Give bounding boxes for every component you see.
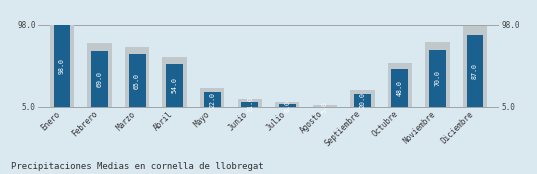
Bar	[241, 102, 258, 107]
Bar	[391, 69, 408, 107]
Bar	[204, 92, 221, 107]
Text: 5.0: 5.0	[501, 102, 515, 112]
Bar	[275, 102, 300, 107]
Bar	[88, 43, 112, 107]
Bar	[50, 25, 74, 107]
Bar	[125, 47, 149, 107]
Bar	[129, 54, 146, 107]
Bar	[463, 26, 487, 107]
Text: 98.0: 98.0	[59, 58, 65, 74]
Bar	[354, 94, 371, 107]
Bar	[166, 64, 183, 107]
Text: 5.0: 5.0	[322, 101, 328, 113]
Text: 70.0: 70.0	[434, 70, 440, 86]
Text: 22.0: 22.0	[209, 92, 215, 108]
Text: 48.0: 48.0	[397, 80, 403, 96]
Bar	[425, 42, 449, 107]
Text: 87.0: 87.0	[472, 63, 478, 79]
Text: Precipitaciones Medias en cornella de llobregat: Precipitaciones Medias en cornella de ll…	[11, 161, 263, 171]
Bar	[429, 50, 446, 107]
Bar	[91, 51, 108, 107]
Text: 65.0: 65.0	[134, 73, 140, 89]
Text: 98.0: 98.0	[17, 21, 36, 30]
Text: 98.0: 98.0	[501, 21, 520, 30]
Text: 8.0: 8.0	[284, 100, 291, 112]
Bar	[162, 57, 187, 107]
Bar	[237, 99, 262, 107]
Text: 5.0: 5.0	[22, 102, 36, 112]
Text: 54.0: 54.0	[172, 77, 178, 93]
Bar	[350, 90, 375, 107]
Bar	[467, 35, 483, 107]
Text: 69.0: 69.0	[97, 71, 103, 87]
Text: 11.0: 11.0	[246, 96, 253, 112]
Text: 20.0: 20.0	[359, 92, 365, 108]
Bar	[279, 104, 296, 107]
Bar	[313, 105, 337, 107]
Bar	[200, 88, 224, 107]
Bar	[54, 25, 70, 107]
Bar	[388, 63, 412, 107]
